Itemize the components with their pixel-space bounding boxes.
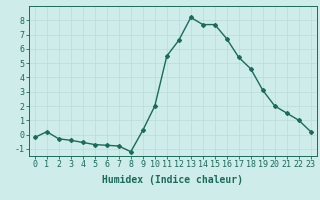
X-axis label: Humidex (Indice chaleur): Humidex (Indice chaleur) [102,175,243,185]
